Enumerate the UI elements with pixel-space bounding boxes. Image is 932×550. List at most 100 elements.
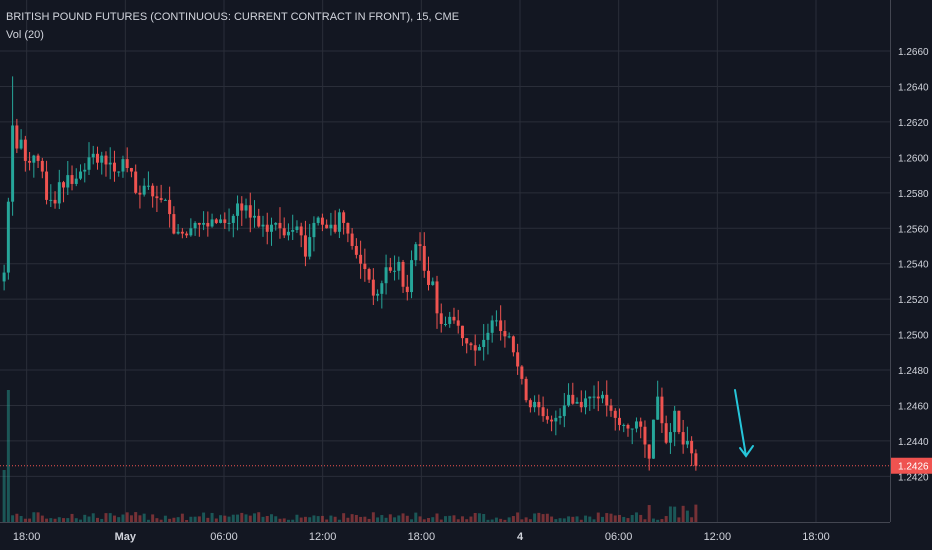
candle-body (584, 398, 588, 408)
volume-bar (159, 519, 163, 522)
candle-body (490, 320, 494, 333)
volume-bar (333, 516, 337, 522)
volume-bar (346, 517, 350, 522)
candle-body (155, 196, 159, 199)
volume-bar (473, 513, 477, 522)
volume-bar (117, 517, 121, 522)
candle-body (23, 139, 27, 161)
candle-body (579, 401, 583, 408)
volume-bar (236, 514, 240, 522)
volume-bar (656, 519, 660, 522)
candle-body (36, 155, 40, 161)
volume-bar (405, 515, 409, 522)
volume-bar (223, 515, 227, 522)
candle-body (444, 323, 447, 325)
candle-body (639, 421, 643, 427)
volume-bar (482, 513, 486, 522)
volume-bar (618, 514, 621, 522)
price-tick-label: 1.2640 (898, 82, 929, 93)
volume-bar (516, 512, 520, 522)
candle-body (121, 159, 125, 172)
candle-body (388, 267, 392, 271)
volume-bar (622, 516, 626, 522)
time-axis[interactable]: 18:00 May 06:00 12:00 18:00 4 06:00 12:00 18:00 (13, 531, 830, 543)
candle-body (282, 228, 286, 236)
volume-bar (214, 518, 218, 522)
candle-body (185, 233, 189, 236)
candle-body (45, 171, 49, 200)
candle-body (265, 224, 269, 232)
volume-bar (261, 516, 265, 522)
candle-body (618, 417, 621, 425)
volume-bar (601, 516, 604, 522)
candle-body (337, 212, 341, 232)
candle-body (223, 219, 227, 223)
volume-bar (681, 505, 685, 522)
candle-body (240, 203, 244, 211)
volume-bar (104, 513, 108, 522)
candle-body (673, 410, 677, 433)
volume-bar (320, 515, 324, 522)
candle-body (651, 419, 655, 459)
candle-body (312, 222, 316, 238)
candle-body (558, 416, 562, 418)
candle-body (477, 346, 481, 351)
volume-bar (477, 513, 481, 522)
candle-body (278, 222, 282, 229)
volume-bar (248, 515, 252, 522)
volume-bar (579, 519, 583, 522)
candle-body (410, 260, 414, 293)
candle-body (117, 171, 121, 173)
candle-body (104, 155, 108, 165)
volume-bar (380, 515, 384, 522)
volume-bar (643, 519, 647, 522)
candle-body (630, 428, 634, 430)
volume-bar (291, 519, 295, 522)
candle-body (554, 417, 558, 422)
volume-bar (265, 515, 269, 522)
candle-body (6, 201, 10, 273)
volume-bar (70, 513, 74, 522)
candle-body (601, 394, 604, 399)
volume-bar (507, 517, 511, 522)
candle-body (575, 401, 579, 404)
volume-bar (49, 518, 53, 522)
candle-body (452, 316, 456, 321)
volume-bar (567, 516, 571, 522)
volume-bar (125, 512, 129, 522)
candle-body (660, 396, 664, 424)
volume-bar (545, 513, 549, 522)
candle-body (189, 228, 193, 236)
candle-body (244, 205, 248, 211)
volume-bar (53, 518, 57, 522)
volume-bar (520, 519, 524, 522)
volume-bar (244, 514, 248, 522)
volume-bar (299, 517, 303, 522)
candle-body (537, 401, 541, 408)
candle-body (681, 432, 685, 445)
candle-body (32, 155, 36, 163)
candle-body (359, 254, 363, 264)
time-tick-label: 4 (517, 531, 524, 543)
volume-bar (138, 515, 142, 522)
candle-body (19, 139, 23, 149)
volume-bar (168, 518, 172, 522)
volume-bar (651, 518, 655, 522)
price-tick-label: 1.2500 (898, 331, 929, 342)
volume-bar (685, 510, 689, 522)
volume-bar (448, 515, 452, 522)
candle-body (96, 153, 99, 163)
candle-body (668, 432, 672, 443)
candle-body (176, 231, 180, 234)
volume-bar (439, 519, 443, 522)
time-tick-label: 06:00 (210, 531, 238, 543)
volume-bar (231, 514, 235, 522)
volume-bar (541, 514, 545, 522)
candle-body (342, 212, 346, 223)
candle-body (367, 269, 371, 280)
candle-body (562, 405, 566, 417)
volume-bar (210, 512, 214, 522)
price-axis[interactable]: 1.2660 1.2640 1.2620 1.2600 1.2580 1.2560 1.25… (891, 47, 932, 483)
candle-body (439, 313, 443, 324)
